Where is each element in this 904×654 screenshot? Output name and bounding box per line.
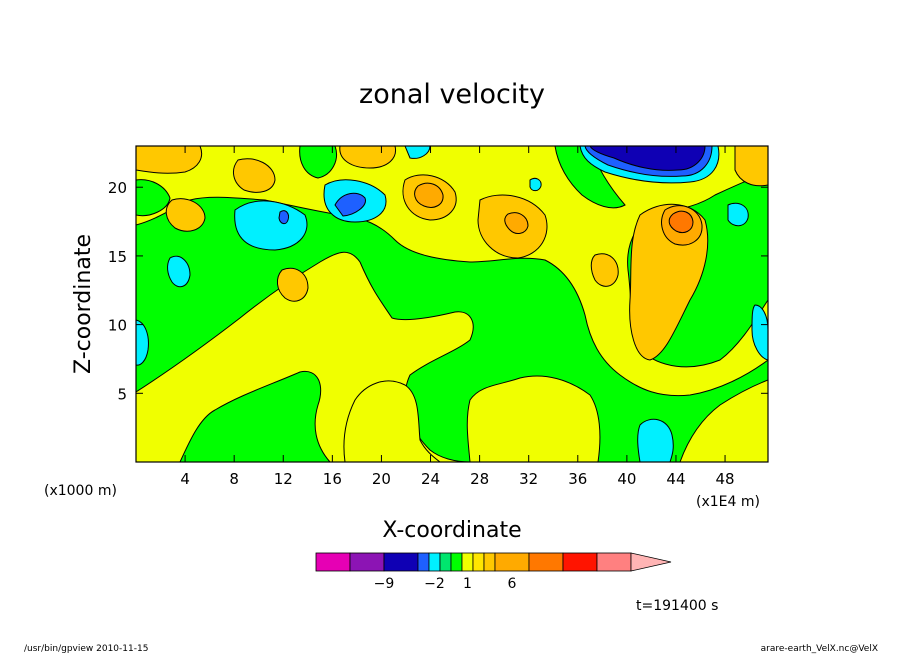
contour-yellow-mid (343, 380, 441, 462)
colorbar-swatch (472, 552, 485, 572)
contour-blue-1 (278, 210, 289, 225)
time-label: t=191400 s (636, 598, 718, 614)
x-tick-label: 12 (274, 470, 293, 488)
contour-cyan-5 (529, 177, 542, 192)
x-axis-ticks: 4 8 12 16 20 24 28 32 36 40 44 48 (180, 146, 735, 488)
x-tick-label: 40 (617, 470, 636, 488)
colorbar-extension-arrow (630, 552, 672, 572)
y-tick-label: 10 (108, 317, 127, 335)
footer-right: arare-earth_VelX.nc@VelX (761, 644, 878, 654)
x-tick-label: 16 (323, 470, 342, 488)
contour-cyan-7 (727, 202, 749, 227)
colorbar-tick-label: −9 (374, 576, 395, 592)
contour-orange-3 (165, 198, 206, 232)
colorbar-swatch (483, 552, 496, 572)
colorbar-swatch (417, 552, 430, 572)
x-tick-label: 20 (372, 470, 391, 488)
colorbar-swatch (349, 552, 385, 572)
x-unit-right: (x1E4 m) (696, 494, 760, 510)
contour-orange-6 (414, 182, 444, 208)
colorbar-swatch (494, 552, 530, 572)
y-axis-label: Z-coordinate (71, 234, 96, 374)
contour-green-upper-3 (554, 146, 626, 209)
colorbar-swatch (439, 552, 452, 572)
x-tick-label: 24 (421, 470, 440, 488)
colorbar (315, 552, 672, 572)
contour-yellow-upper (136, 146, 768, 397)
colorbar-tick-label: 6 (508, 576, 517, 592)
contour-orange-2 (232, 158, 276, 193)
colorbar-labels: −9 −2 1 6 (374, 576, 517, 592)
x-axis-label: X-coordinate (382, 518, 521, 543)
x-tick-label: 32 (519, 470, 538, 488)
contour-green-upper-2 (299, 146, 337, 179)
colorbar-swatch (562, 552, 598, 572)
x-tick-label: 4 (180, 470, 190, 488)
colorbar-swatch (528, 552, 564, 572)
x-tick-label: 36 (568, 470, 587, 488)
contour-orange-1 (136, 146, 203, 174)
colorbar-swatch (315, 552, 351, 572)
chart-title: zonal velocity (359, 79, 545, 110)
contour-cyan-9 (637, 418, 674, 462)
x-tick-label: 28 (470, 470, 489, 488)
y-tick-label: 20 (108, 179, 127, 197)
contour-cyan-3 (167, 255, 191, 288)
contour-cyan-8 (751, 304, 768, 361)
contour-orange-8 (504, 212, 529, 234)
colorbar-swatch (450, 552, 463, 572)
colorbar-tick-label: 1 (463, 576, 472, 592)
contour-green-pocket-1 (179, 370, 331, 462)
contour-yellow-right-lower (466, 375, 601, 462)
contour-blue-2 (334, 192, 366, 217)
x-tick-label: 44 (666, 470, 685, 488)
footer-left: /usr/bin/gpview 2010-11-15 (24, 644, 148, 654)
contour-cyan-4 (136, 319, 149, 366)
contour-orange-12 (277, 267, 309, 302)
contour-fields (136, 146, 768, 462)
x-tick-label: 48 (716, 470, 735, 488)
colorbar-swatch (596, 552, 632, 572)
y-axis-ticks: 5 10 15 20 (108, 179, 768, 403)
contour-green-upper-1 (136, 179, 171, 217)
contour-cyan-1 (234, 200, 308, 251)
y-tick-label: 5 (117, 385, 127, 403)
colorbar-swatch (428, 552, 441, 572)
contour-yellow-far-right (679, 379, 768, 462)
contour-orange-9 (590, 253, 619, 287)
y-tick-label: 15 (108, 248, 127, 266)
x-unit-left: (x1000 m) (44, 483, 117, 499)
colorbar-swatch (461, 552, 474, 572)
contour-red-core (668, 210, 694, 234)
plot-frame (135, 145, 769, 463)
x-tick-label: 8 (229, 470, 239, 488)
colorbar-tick-label: −2 (424, 576, 445, 592)
colorbar-swatch (383, 552, 419, 572)
